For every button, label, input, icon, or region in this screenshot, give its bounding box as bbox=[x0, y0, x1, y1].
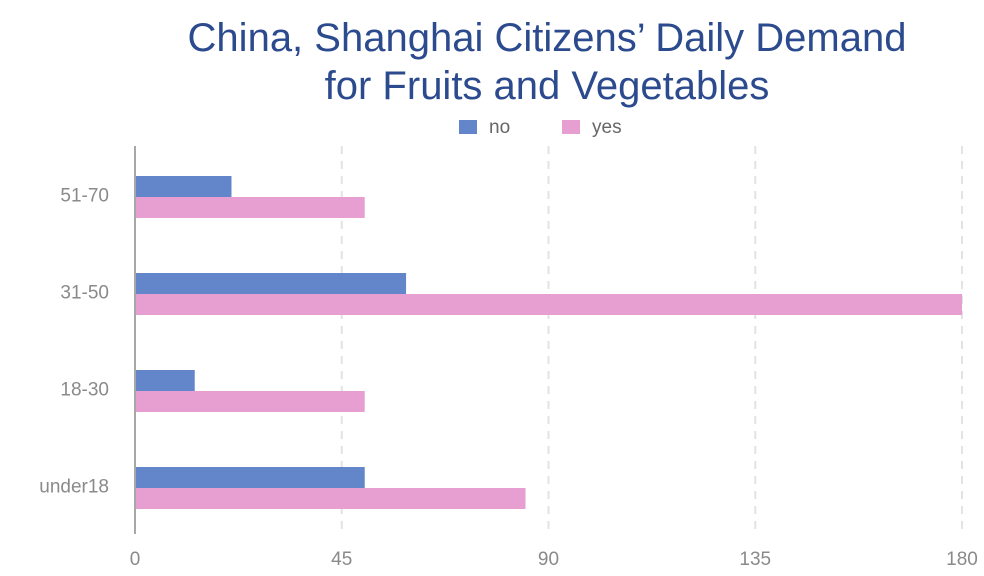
chart-title-line-1: China, Shanghai Citizens’ Daily Demand bbox=[187, 16, 907, 60]
bar-yes bbox=[135, 391, 365, 412]
legend-swatch-no bbox=[459, 120, 477, 134]
legend-item-no: no bbox=[459, 117, 510, 139]
chart-title: China, Shanghai Citizens’ Daily Demand f… bbox=[0, 14, 984, 110]
x-tick-label: 90 bbox=[538, 549, 559, 570]
legend-swatch-yes bbox=[562, 120, 580, 134]
x-tick-label: 180 bbox=[946, 549, 978, 570]
bar-no bbox=[135, 176, 232, 197]
y-category-label: 51-70 bbox=[60, 186, 109, 207]
legend-label-no: no bbox=[489, 117, 511, 138]
bar-yes bbox=[135, 294, 962, 315]
bar-yes bbox=[135, 197, 365, 218]
bar-yes bbox=[135, 488, 526, 509]
legend-label-yes: yes bbox=[592, 117, 622, 138]
chart-legend: no yes bbox=[0, 117, 984, 139]
x-tick-label: 0 bbox=[130, 549, 141, 570]
bar-no bbox=[135, 273, 407, 294]
bar-no bbox=[135, 370, 195, 391]
bar-no bbox=[135, 467, 365, 488]
y-category-label: under18 bbox=[39, 477, 109, 498]
x-tick-label: 135 bbox=[739, 549, 771, 570]
y-category-label: 31-50 bbox=[60, 283, 109, 304]
y-category-label: 18-30 bbox=[60, 380, 109, 401]
legend-item-yes: yes bbox=[562, 117, 622, 139]
x-tick-label: 45 bbox=[331, 549, 352, 570]
chart-title-line-2: for Fruits and Vegetables bbox=[324, 64, 770, 108]
